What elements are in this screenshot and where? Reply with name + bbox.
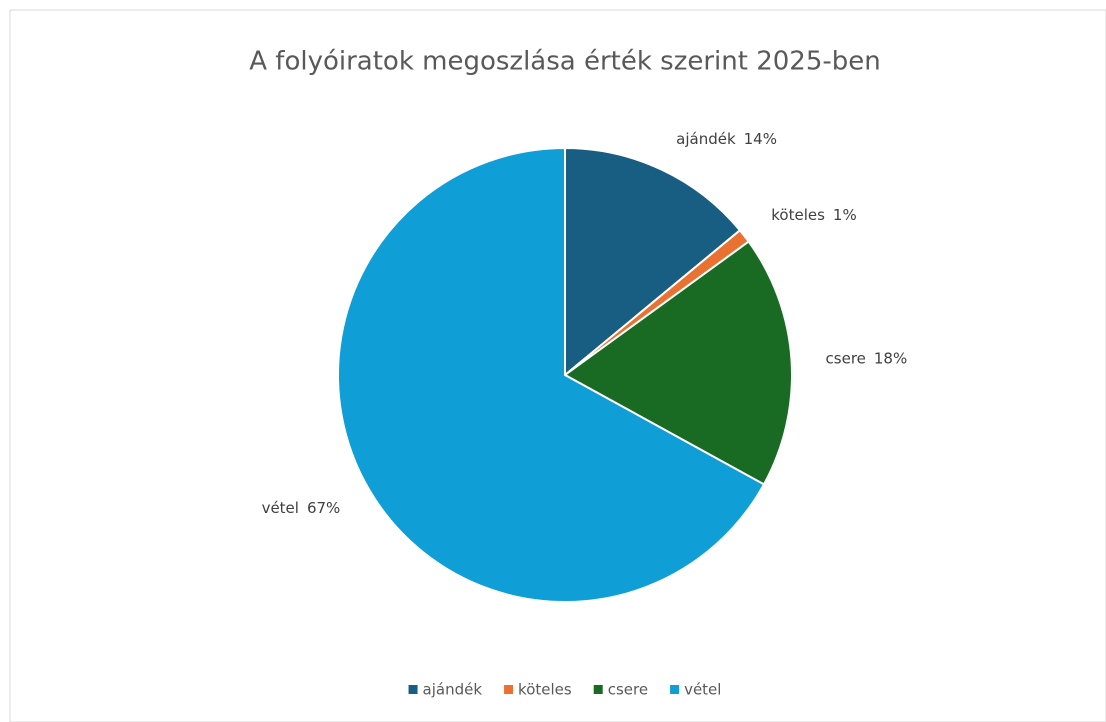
data-label-value: 18% [874, 349, 907, 367]
legend: ajándék köteles csere vétel [408, 681, 721, 699]
data-label-category: vétel [262, 498, 299, 516]
data-label-value: 14% [744, 129, 777, 147]
legend-swatch [504, 685, 514, 694]
legend-swatch [408, 685, 418, 694]
data-label: köteles 1% [771, 206, 856, 224]
legend-label: ajándék [423, 681, 483, 699]
data-label: ajándék 14% [676, 129, 777, 147]
data-label: vétel 67% [262, 498, 341, 516]
legend-swatch [593, 685, 603, 694]
legend-swatch [670, 685, 680, 694]
data-label-value: 1% [833, 206, 857, 224]
chart-title: A folyóiratok megoszlása érték szerint 2… [249, 47, 881, 77]
data-label-category: köteles [771, 206, 825, 224]
legend-label: vétel [684, 681, 721, 699]
pie-slice [563, 240, 793, 486]
data-label-value: 67% [307, 498, 340, 516]
data-label: csere 18% [826, 349, 908, 367]
data-label-category: ajándék [676, 129, 736, 147]
legend-label: köteles [518, 681, 572, 699]
legend-label: csere [608, 681, 648, 699]
pie-slice [337, 146, 766, 603]
data-label-category: csere [826, 349, 866, 367]
pie-slice [564, 146, 742, 378]
